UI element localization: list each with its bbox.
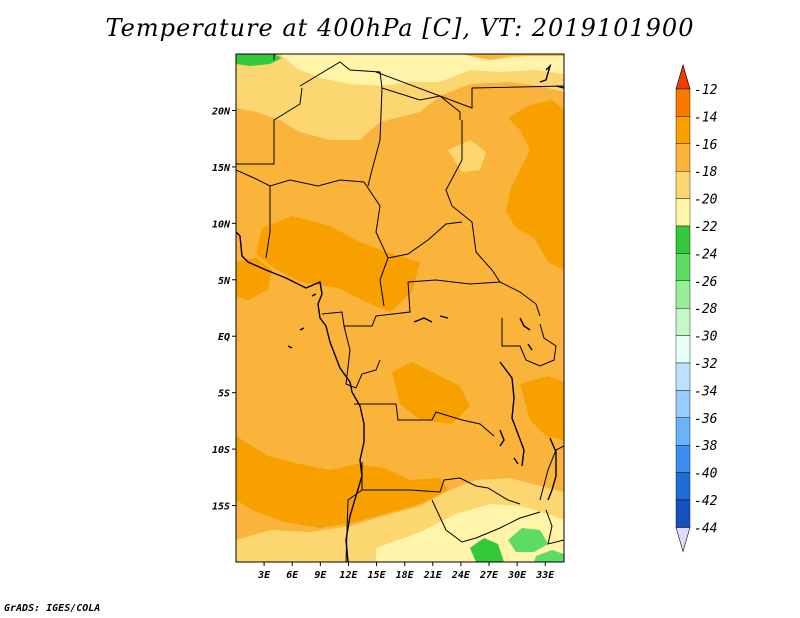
colorbar-swatch xyxy=(675,308,691,336)
colorbar-level-label: -36 xyxy=(694,412,718,427)
field-green-southeast-2 xyxy=(534,550,564,562)
longitude-axis: 3E 6E 9E 12E 15E 18E 21E 24E 27E 30E 33E xyxy=(257,562,555,581)
lon-tick-label: 21E xyxy=(423,570,443,581)
colorbar-level-label: -24 xyxy=(694,247,717,262)
lat-tick-label: 5S xyxy=(218,389,230,400)
lon-tick-label: 27E xyxy=(479,570,499,581)
colorbar-swatch xyxy=(675,390,691,418)
field-warm-south-band xyxy=(236,436,448,528)
colorbar-swatch xyxy=(675,445,691,473)
colorbar-swatch xyxy=(675,198,691,227)
colorbar-swatch xyxy=(675,225,691,254)
colorbar-level-label: -34 xyxy=(694,384,717,399)
colorbar-swatch xyxy=(675,280,691,309)
lon-tick-label: 18E xyxy=(396,570,415,581)
field-warm-east-sudan xyxy=(506,100,564,270)
lon-tick-label: 6E xyxy=(286,570,299,581)
colorbar-swatch xyxy=(675,499,691,528)
colorbar-level-label: -38 xyxy=(694,439,718,454)
coastline xyxy=(236,63,564,562)
field-cool-patch-center xyxy=(448,140,486,172)
lon-tick-label: 9E xyxy=(314,570,327,581)
colorbar-level-label: -12 xyxy=(694,83,718,98)
field-warm-congo xyxy=(392,362,470,424)
temperature-field xyxy=(236,54,564,562)
colorbar-swatch xyxy=(675,88,691,117)
colorbar-swatch xyxy=(675,116,691,145)
colorbar-level-label: -22 xyxy=(694,220,718,235)
colorbar-swatch xyxy=(675,472,691,501)
colorbar-level-label: -42 xyxy=(694,494,718,509)
colorbar-swatch xyxy=(675,362,691,391)
latitude-axis: 20N 15N 10N 5N EQ 5S 10S 15S xyxy=(211,106,236,513)
colorbar-level-label: -18 xyxy=(694,165,718,180)
colorbar-level-label: -30 xyxy=(694,330,718,345)
grads-credit: GrADS: IGES/COLA xyxy=(4,603,101,614)
field-green-northwest xyxy=(236,54,282,66)
lat-tick-label: 5N xyxy=(218,276,231,287)
field-green-south xyxy=(470,538,504,562)
lat-tick-label: 15N xyxy=(212,163,231,174)
lat-tick-label: 15S xyxy=(212,502,230,513)
lon-tick-label: 33E xyxy=(535,570,555,581)
colorbar-level-label: -40 xyxy=(694,467,718,482)
country-borders xyxy=(236,54,564,562)
lon-tick-label: 12E xyxy=(339,570,358,581)
lat-tick-label: 10N xyxy=(212,219,231,230)
colorbar-swatch xyxy=(675,417,691,446)
plot-frame xyxy=(235,53,565,563)
map-title: Temperature at 400hPa [C], VT: 201910190… xyxy=(105,14,695,42)
lon-tick-label: 15E xyxy=(368,570,387,581)
lat-tick-label: 20N xyxy=(211,106,231,117)
colorbar-swatch xyxy=(675,253,691,281)
colorbar-level-label: -26 xyxy=(694,275,718,290)
field-warm-east-lakes xyxy=(520,376,564,440)
colorbar-level-label: -44 xyxy=(694,521,717,536)
colorbar-level-label: -14 xyxy=(694,110,717,125)
lat-tick-label: 10S xyxy=(212,445,230,456)
colorbar-level-label: -20 xyxy=(694,193,718,208)
lon-tick-label: 3E xyxy=(257,570,271,581)
colorbar-top-arrow xyxy=(675,63,691,90)
field-warm-nigeria xyxy=(256,216,420,312)
colorbar: -12 -14 -16 -18 -20 -22 -24 -26 -28 -30 -32 -34 -36 -… xyxy=(675,63,718,553)
field-green-southeast xyxy=(508,528,548,552)
colorbar-level-label: -28 xyxy=(694,302,718,317)
colorbar-swatch xyxy=(675,170,691,199)
field-cooler-north xyxy=(280,54,564,86)
lon-tick-label: 24E xyxy=(451,570,471,581)
lon-tick-label: 30E xyxy=(507,570,527,581)
colorbar-swatch xyxy=(675,143,691,172)
lat-tick-label: EQ xyxy=(218,332,230,343)
colorbar-level-label: -32 xyxy=(694,357,718,372)
colorbar-swatch xyxy=(675,335,691,364)
colorbar-level-label: -16 xyxy=(694,138,718,153)
colorbar-bottom-arrow xyxy=(675,527,691,553)
